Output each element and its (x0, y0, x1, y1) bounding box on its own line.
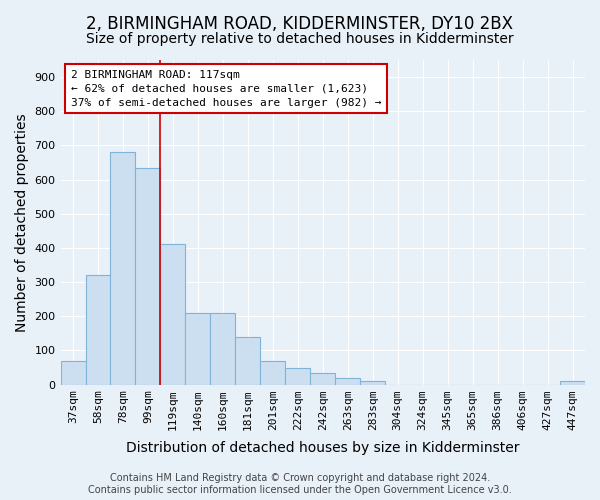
Bar (286, 368, 310, 384)
Bar (310, 372, 335, 384)
Bar (235, 336, 260, 384)
Bar (86, 275, 110, 384)
Bar (160, 244, 185, 384)
Text: Size of property relative to detached houses in Kidderminster: Size of property relative to detached ho… (86, 32, 514, 46)
Text: Contains HM Land Registry data © Crown copyright and database right 2024.
Contai: Contains HM Land Registry data © Crown c… (88, 474, 512, 495)
Bar (136, 168, 160, 384)
X-axis label: Distribution of detached houses by size in Kidderminster: Distribution of detached houses by size … (126, 441, 520, 455)
Bar (335, 378, 360, 384)
Bar (185, 313, 211, 384)
Y-axis label: Number of detached properties: Number of detached properties (15, 113, 29, 332)
Text: 2 BIRMINGHAM ROAD: 117sqm
← 62% of detached houses are smaller (1,623)
37% of se: 2 BIRMINGHAM ROAD: 117sqm ← 62% of detac… (71, 70, 382, 108)
Bar (260, 362, 286, 384)
Bar (61, 360, 86, 384)
Bar (560, 381, 585, 384)
Bar (211, 313, 235, 384)
Bar (360, 381, 385, 384)
Text: 2, BIRMINGHAM ROAD, KIDDERMINSTER, DY10 2BX: 2, BIRMINGHAM ROAD, KIDDERMINSTER, DY10 … (86, 15, 514, 33)
Bar (110, 152, 136, 384)
